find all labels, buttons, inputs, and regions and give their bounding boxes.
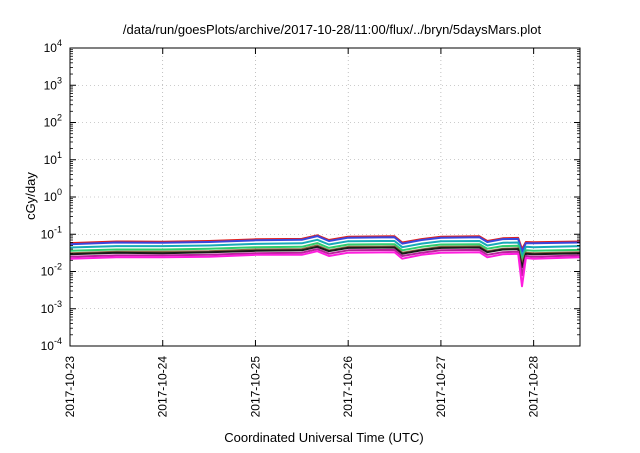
series-line xyxy=(69,238,581,257)
x-tick-label: 2017-10-28 xyxy=(527,356,541,418)
x-tick-label: 2017-10-24 xyxy=(156,356,170,418)
x-axis-label: Coordinated Universal Time (UTC) xyxy=(224,430,423,445)
x-tick-label: 2017-10-23 xyxy=(63,356,77,418)
x-tick-label: 2017-10-25 xyxy=(248,356,262,418)
y-tick-label: 101 xyxy=(44,150,62,167)
y-tick-label: 103 xyxy=(44,75,62,92)
series-line xyxy=(69,250,581,288)
y-tick-label: 100 xyxy=(44,187,62,204)
y-tick-label: 104 xyxy=(44,38,62,55)
y-tick-label: 10-4 xyxy=(41,336,62,353)
chart-title: /data/run/goesPlots/archive/2017-10-28/1… xyxy=(123,22,542,37)
series-layer xyxy=(69,234,581,288)
y-tick-label: 10-2 xyxy=(41,262,62,279)
x-tick-label: 2017-10-27 xyxy=(434,356,448,418)
y-tick-label: 10-3 xyxy=(41,299,62,316)
y-tick-label: 10-1 xyxy=(41,224,62,241)
y-tick-label: 102 xyxy=(44,113,62,130)
x-tick-label: 2017-10-26 xyxy=(341,356,355,418)
series-line xyxy=(69,235,581,253)
y-axis-label: cGy/day xyxy=(23,172,38,220)
grid-layer xyxy=(70,48,580,346)
tick-layer: 10-4 10-3 10-2 10-1 100 101 102 103 104 2017-10-2… xyxy=(41,38,580,417)
